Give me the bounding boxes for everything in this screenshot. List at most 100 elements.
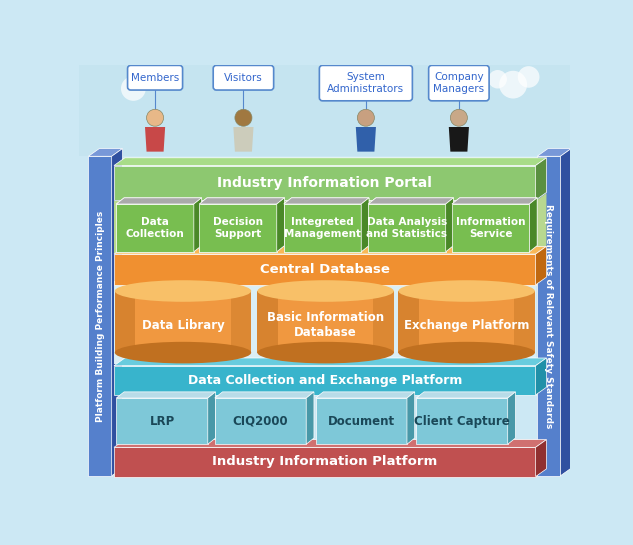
Polygon shape <box>515 291 535 353</box>
Text: Decision
Support: Decision Support <box>213 217 263 239</box>
Polygon shape <box>199 204 277 252</box>
Text: Data Library: Data Library <box>142 318 224 331</box>
Polygon shape <box>114 281 536 364</box>
Polygon shape <box>452 198 537 204</box>
Polygon shape <box>89 149 123 156</box>
Circle shape <box>450 110 467 126</box>
Polygon shape <box>536 246 546 285</box>
Text: Requirements of Relevant Safety Standards: Requirements of Relevant Safety Standard… <box>544 204 553 428</box>
Text: Information
Service: Information Service <box>456 217 525 239</box>
Text: System
Administrators: System Administrators <box>327 72 404 94</box>
Polygon shape <box>194 198 201 252</box>
Polygon shape <box>116 198 201 204</box>
Ellipse shape <box>398 280 535 302</box>
Polygon shape <box>111 149 123 476</box>
Polygon shape <box>258 291 394 353</box>
Polygon shape <box>537 149 571 156</box>
Polygon shape <box>114 440 546 447</box>
Polygon shape <box>116 398 208 444</box>
Text: Document: Document <box>328 415 395 428</box>
Polygon shape <box>284 204 361 252</box>
Polygon shape <box>529 198 537 252</box>
Polygon shape <box>215 398 306 444</box>
Circle shape <box>139 69 159 89</box>
Text: Industry Information Portal: Industry Information Portal <box>217 176 432 190</box>
Polygon shape <box>452 198 537 204</box>
Text: CIQ2000: CIQ2000 <box>233 415 288 428</box>
Text: Data
Collection: Data Collection <box>126 217 184 239</box>
Polygon shape <box>529 198 537 252</box>
Polygon shape <box>536 440 546 476</box>
Polygon shape <box>114 366 536 395</box>
Polygon shape <box>315 392 415 398</box>
Circle shape <box>488 70 507 88</box>
Text: Decision
Support: Decision Support <box>213 217 263 239</box>
Polygon shape <box>89 156 111 476</box>
Polygon shape <box>536 358 546 395</box>
Text: Industry Information Platform: Industry Information Platform <box>212 456 437 469</box>
Text: Company
Managers: Company Managers <box>434 72 484 94</box>
Text: Client Capture: Client Capture <box>414 415 510 428</box>
Polygon shape <box>116 204 194 252</box>
Polygon shape <box>407 392 415 444</box>
Polygon shape <box>114 447 536 476</box>
Text: Platform Building Performance Principles: Platform Building Performance Principles <box>96 210 104 422</box>
Polygon shape <box>446 198 453 252</box>
Polygon shape <box>114 158 546 166</box>
Polygon shape <box>560 149 571 476</box>
Polygon shape <box>306 392 314 444</box>
Polygon shape <box>368 204 446 252</box>
Polygon shape <box>361 198 369 252</box>
Polygon shape <box>449 127 469 152</box>
Polygon shape <box>208 392 215 444</box>
Text: Information
Service: Information Service <box>456 217 525 239</box>
Text: Data
Collection: Data Collection <box>126 217 184 239</box>
Polygon shape <box>284 204 361 252</box>
Circle shape <box>499 71 527 99</box>
Polygon shape <box>194 198 201 252</box>
Polygon shape <box>114 254 536 285</box>
Polygon shape <box>398 291 535 353</box>
Polygon shape <box>368 204 446 252</box>
Text: LRP: LRP <box>149 415 175 428</box>
Polygon shape <box>417 398 508 444</box>
Text: Members: Members <box>131 72 179 83</box>
Polygon shape <box>452 204 529 252</box>
Text: Central Database: Central Database <box>260 263 390 276</box>
Circle shape <box>147 110 163 126</box>
Text: Data Collection and Exchange Platform: Data Collection and Exchange Platform <box>187 374 462 387</box>
Polygon shape <box>277 198 284 252</box>
Polygon shape <box>277 198 284 252</box>
Ellipse shape <box>258 342 394 364</box>
Polygon shape <box>446 198 453 252</box>
FancyBboxPatch shape <box>213 65 273 90</box>
Polygon shape <box>114 246 546 254</box>
FancyBboxPatch shape <box>320 65 412 101</box>
Text: Integreted
Management: Integreted Management <box>284 217 361 239</box>
Ellipse shape <box>115 280 251 302</box>
Polygon shape <box>452 204 529 252</box>
Polygon shape <box>116 198 201 204</box>
Polygon shape <box>361 198 369 252</box>
Polygon shape <box>537 156 560 476</box>
Text: Data Analysis
and Statistics: Data Analysis and Statistics <box>367 217 448 239</box>
Polygon shape <box>417 392 515 398</box>
Polygon shape <box>368 198 453 204</box>
Polygon shape <box>115 291 135 353</box>
Polygon shape <box>356 127 376 152</box>
Polygon shape <box>114 166 536 200</box>
Polygon shape <box>536 158 546 200</box>
Ellipse shape <box>258 280 394 302</box>
Polygon shape <box>230 291 251 353</box>
Text: Data Analysis
and Statistics: Data Analysis and Statistics <box>367 217 448 239</box>
Polygon shape <box>199 198 284 204</box>
Polygon shape <box>398 291 419 353</box>
Polygon shape <box>114 358 546 366</box>
Polygon shape <box>199 204 277 252</box>
Polygon shape <box>114 193 546 253</box>
FancyBboxPatch shape <box>128 65 182 90</box>
Text: Integreted
Management: Integreted Management <box>284 217 361 239</box>
Polygon shape <box>116 392 215 398</box>
FancyBboxPatch shape <box>429 65 489 101</box>
Polygon shape <box>234 127 253 152</box>
